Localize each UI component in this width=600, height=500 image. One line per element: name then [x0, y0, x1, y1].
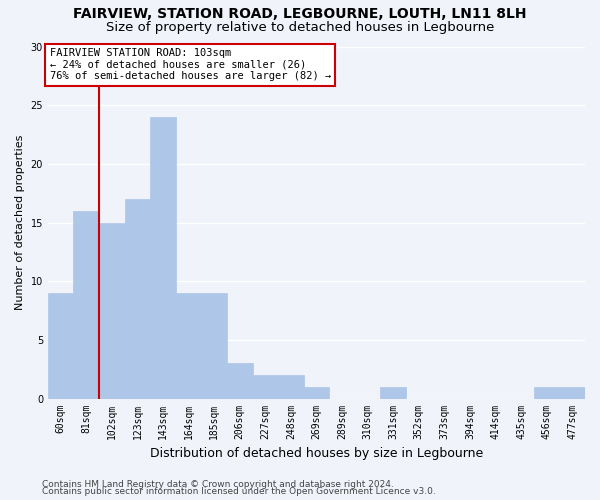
- Text: FAIRVIEW, STATION ROAD, LEGBOURNE, LOUTH, LN11 8LH: FAIRVIEW, STATION ROAD, LEGBOURNE, LOUTH…: [73, 8, 527, 22]
- Text: Contains public sector information licensed under the Open Government Licence v3: Contains public sector information licen…: [42, 488, 436, 496]
- X-axis label: Distribution of detached houses by size in Legbourne: Distribution of detached houses by size …: [150, 447, 483, 460]
- Bar: [559, 387, 585, 398]
- Bar: [534, 387, 559, 398]
- Text: Contains HM Land Registry data © Crown copyright and database right 2024.: Contains HM Land Registry data © Crown c…: [42, 480, 394, 489]
- Bar: [202, 293, 227, 399]
- Bar: [304, 387, 329, 398]
- Bar: [227, 364, 253, 398]
- Y-axis label: Number of detached properties: Number of detached properties: [15, 135, 25, 310]
- Bar: [380, 387, 406, 398]
- Text: Size of property relative to detached houses in Legbourne: Size of property relative to detached ho…: [106, 21, 494, 34]
- Bar: [253, 375, 278, 398]
- Text: FAIRVIEW STATION ROAD: 103sqm
← 24% of detached houses are smaller (26)
76% of s: FAIRVIEW STATION ROAD: 103sqm ← 24% of d…: [50, 48, 331, 82]
- Bar: [73, 211, 99, 398]
- Bar: [125, 199, 150, 398]
- Bar: [99, 222, 125, 398]
- Bar: [150, 117, 176, 398]
- Bar: [48, 293, 73, 399]
- Bar: [176, 293, 202, 399]
- Bar: [278, 375, 304, 398]
